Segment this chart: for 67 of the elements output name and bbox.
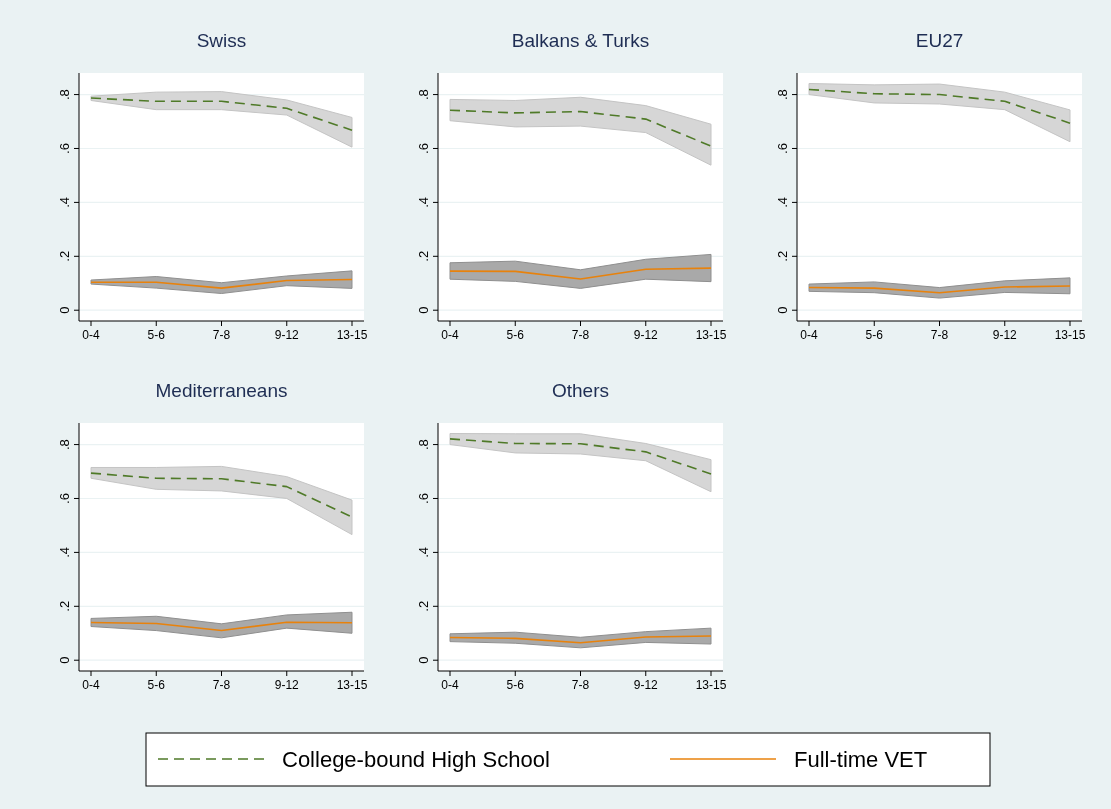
x-tick-label: 7-8 xyxy=(212,328,231,342)
x-tick-label: 0-4 xyxy=(441,678,459,692)
line-series xyxy=(449,635,712,644)
x-tick-label: 5-6 xyxy=(506,678,525,692)
y-tick-label: .4 xyxy=(416,546,431,558)
line-series xyxy=(90,278,353,289)
y-tick-label: 0 xyxy=(57,656,72,664)
x-tick-label: 13-15 xyxy=(695,328,727,342)
y-tick-label: .6 xyxy=(416,143,431,154)
chart-title: Balkans & Turks xyxy=(511,30,650,51)
x-tick-label: 9-12 xyxy=(633,328,659,342)
y-tick-label: .8 xyxy=(775,89,790,100)
x-tick-label: 0-4 xyxy=(441,328,459,342)
y-tick-label: 0 xyxy=(416,306,431,314)
y-tick-label: 0 xyxy=(416,656,431,664)
x-tick-label: 5-6 xyxy=(506,328,525,342)
legend-label: College-bound High School xyxy=(282,747,550,772)
x-tick-label: 7-8 xyxy=(571,328,590,342)
x-tick-label: 7-8 xyxy=(930,328,949,342)
y-tick-label: .6 xyxy=(57,143,72,154)
line-series xyxy=(449,267,712,280)
x-tick-label: 13-15 xyxy=(1054,328,1086,342)
y-tick-label: .4 xyxy=(416,196,431,208)
line-series xyxy=(808,88,1071,124)
x-tick-label: 9-12 xyxy=(274,678,300,692)
x-tick-label: 7-8 xyxy=(212,678,231,692)
y-tick-label: .6 xyxy=(57,493,72,504)
y-tick-label: .2 xyxy=(57,250,72,262)
line-series xyxy=(449,109,712,147)
x-tick-label: 5-6 xyxy=(865,328,884,342)
x-tick-label: 5-6 xyxy=(147,678,166,692)
y-tick-label: .8 xyxy=(416,439,431,450)
y-tick-label: .4 xyxy=(57,196,72,208)
x-tick-label: 0-4 xyxy=(82,678,100,692)
y-tick-label: .2 xyxy=(416,600,431,612)
chart-title: EU27 xyxy=(915,30,964,51)
y-tick-label: .2 xyxy=(416,250,431,262)
y-tick-label: .6 xyxy=(775,143,790,154)
y-tick-label: .2 xyxy=(775,250,790,262)
y-tick-label: 0 xyxy=(57,306,72,314)
x-tick-label: 13-15 xyxy=(336,678,368,692)
y-tick-label: .2 xyxy=(57,600,72,612)
y-tick-label: .4 xyxy=(775,196,790,208)
y-tick-label: .8 xyxy=(57,89,72,100)
y-tick-label: .8 xyxy=(57,439,72,450)
line-series xyxy=(449,438,712,475)
x-tick-label: 13-15 xyxy=(336,328,368,342)
line-series xyxy=(90,97,353,131)
x-tick-label: 9-12 xyxy=(992,328,1018,342)
y-tick-label: .6 xyxy=(416,493,431,504)
x-tick-label: 7-8 xyxy=(571,678,590,692)
x-tick-label: 9-12 xyxy=(633,678,659,692)
y-tick-label: .8 xyxy=(416,89,431,100)
x-tick-label: 0-4 xyxy=(800,328,818,342)
x-tick-label: 5-6 xyxy=(147,328,166,342)
x-tick-label: 9-12 xyxy=(274,328,300,342)
line-series xyxy=(90,472,353,518)
x-tick-label: 13-15 xyxy=(695,678,727,692)
legend-label: Full-time VET xyxy=(794,747,928,772)
line-series xyxy=(808,285,1071,294)
chart-title: Swiss xyxy=(196,30,247,51)
x-tick-label: 0-4 xyxy=(82,328,100,342)
line-series xyxy=(90,621,353,632)
y-tick-label: 0 xyxy=(775,306,790,314)
y-tick-label: .4 xyxy=(57,546,72,558)
chart-title: Others xyxy=(551,380,610,401)
chart-title: Mediterraneans xyxy=(155,380,288,401)
